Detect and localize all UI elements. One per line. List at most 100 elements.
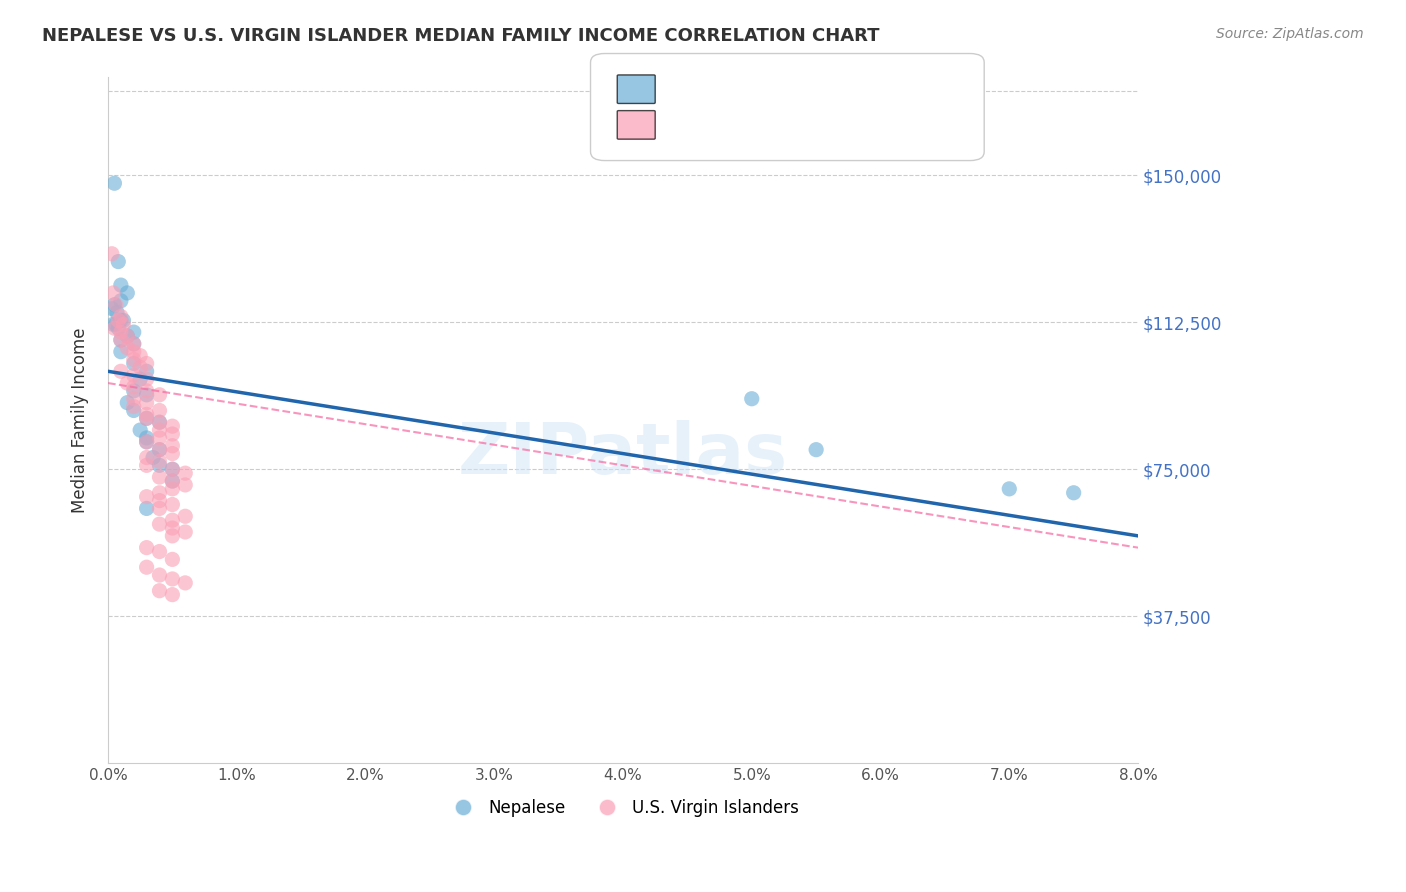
U.S. Virgin Islanders — [148, 454, 170, 468]
U.S. Virgin Islanders — [174, 509, 197, 524]
Nepalese — [107, 254, 129, 268]
U.S. Virgin Islanders — [122, 368, 145, 383]
U.S. Virgin Islanders — [135, 408, 157, 422]
U.S. Virgin Islanders — [148, 431, 170, 445]
U.S. Virgin Islanders — [129, 349, 152, 363]
Nepalese — [135, 431, 157, 445]
Nepalese — [101, 301, 124, 316]
U.S. Virgin Islanders — [148, 403, 170, 417]
Nepalese — [135, 434, 157, 449]
U.S. Virgin Islanders — [101, 285, 124, 300]
Text: -0.409: -0.409 — [693, 80, 748, 95]
Nepalese — [122, 356, 145, 370]
U.S. Virgin Islanders — [101, 246, 124, 260]
U.S. Virgin Islanders — [117, 329, 139, 343]
U.S. Virgin Islanders — [148, 501, 170, 516]
Nepalese — [129, 423, 152, 437]
Nepalese — [135, 388, 157, 402]
U.S. Virgin Islanders — [122, 380, 145, 394]
Text: ZIPatlas: ZIPatlas — [458, 420, 789, 489]
U.S. Virgin Islanders — [135, 490, 157, 504]
Nepalese — [148, 415, 170, 429]
Nepalese — [122, 403, 145, 417]
U.S. Virgin Islanders — [148, 388, 170, 402]
Text: 40: 40 — [804, 80, 825, 95]
Nepalese — [117, 329, 139, 343]
Nepalese — [998, 482, 1021, 496]
Text: -0.274: -0.274 — [693, 116, 748, 130]
Text: NEPALESE VS U.S. VIRGIN ISLANDER MEDIAN FAMILY INCOME CORRELATION CHART: NEPALESE VS U.S. VIRGIN ISLANDER MEDIAN … — [42, 27, 880, 45]
U.S. Virgin Islanders — [135, 356, 157, 370]
U.S. Virgin Islanders — [122, 400, 145, 414]
U.S. Virgin Islanders — [122, 344, 145, 359]
U.S. Virgin Islanders — [174, 466, 197, 480]
U.S. Virgin Islanders — [162, 462, 184, 476]
Nepalese — [135, 411, 157, 425]
U.S. Virgin Islanders — [162, 439, 184, 453]
U.S. Virgin Islanders — [162, 513, 184, 527]
Nepalese — [117, 285, 139, 300]
Nepalese — [142, 450, 165, 465]
Nepalese — [129, 372, 152, 386]
Y-axis label: Median Family Income: Median Family Income — [72, 327, 89, 513]
Nepalese — [104, 318, 127, 332]
U.S. Virgin Islanders — [129, 360, 152, 375]
U.S. Virgin Islanders — [162, 474, 184, 488]
Nepalese — [804, 442, 827, 457]
U.S. Virgin Islanders — [162, 498, 184, 512]
U.S. Virgin Islanders — [162, 419, 184, 434]
U.S. Virgin Islanders — [162, 427, 184, 442]
Legend: Nepalese, U.S. Virgin Islanders: Nepalese, U.S. Virgin Islanders — [440, 792, 806, 823]
Text: N =: N = — [762, 116, 806, 130]
Nepalese — [110, 333, 132, 347]
U.S. Virgin Islanders — [162, 529, 184, 543]
Nepalese — [117, 395, 139, 409]
Nepalese — [122, 337, 145, 351]
U.S. Virgin Islanders — [162, 482, 184, 496]
Nepalese — [162, 474, 184, 488]
U.S. Virgin Islanders — [135, 434, 157, 449]
U.S. Virgin Islanders — [110, 325, 132, 339]
Nepalese — [110, 278, 132, 293]
U.S. Virgin Islanders — [135, 372, 157, 386]
Nepalese — [105, 305, 128, 319]
Nepalese — [122, 384, 145, 398]
U.S. Virgin Islanders — [174, 478, 197, 492]
Nepalese — [1063, 485, 1085, 500]
Text: R =: R = — [665, 80, 699, 95]
U.S. Virgin Islanders — [148, 544, 170, 558]
U.S. Virgin Islanders — [148, 517, 170, 532]
U.S. Virgin Islanders — [148, 583, 170, 598]
U.S. Virgin Islanders — [148, 423, 170, 437]
Nepalese — [135, 501, 157, 516]
U.S. Virgin Islanders — [103, 321, 125, 335]
U.S. Virgin Islanders — [135, 458, 157, 473]
U.S. Virgin Islanders — [122, 352, 145, 367]
U.S. Virgin Islanders — [122, 392, 145, 406]
U.S. Virgin Islanders — [135, 411, 157, 425]
U.S. Virgin Islanders — [148, 470, 170, 484]
U.S. Virgin Islanders — [148, 415, 170, 429]
U.S. Virgin Islanders — [104, 298, 127, 312]
U.S. Virgin Islanders — [148, 568, 170, 582]
Nepalese — [103, 298, 125, 312]
Nepalese — [148, 458, 170, 473]
U.S. Virgin Islanders — [162, 552, 184, 566]
U.S. Virgin Islanders — [117, 376, 139, 390]
Text: N =: N = — [762, 80, 806, 95]
U.S. Virgin Islanders — [174, 575, 197, 590]
U.S. Virgin Islanders — [162, 588, 184, 602]
Text: R =: R = — [665, 116, 699, 130]
Nepalese — [110, 344, 132, 359]
Nepalese — [101, 318, 124, 332]
Text: Source: ZipAtlas.com: Source: ZipAtlas.com — [1216, 27, 1364, 41]
U.S. Virgin Islanders — [122, 337, 145, 351]
U.S. Virgin Islanders — [110, 310, 132, 324]
Nepalese — [135, 364, 157, 378]
Nepalese — [162, 462, 184, 476]
U.S. Virgin Islanders — [148, 485, 170, 500]
U.S. Virgin Islanders — [162, 447, 184, 461]
U.S. Virgin Islanders — [135, 541, 157, 555]
Nepalese — [103, 176, 125, 190]
U.S. Virgin Islanders — [135, 395, 157, 409]
